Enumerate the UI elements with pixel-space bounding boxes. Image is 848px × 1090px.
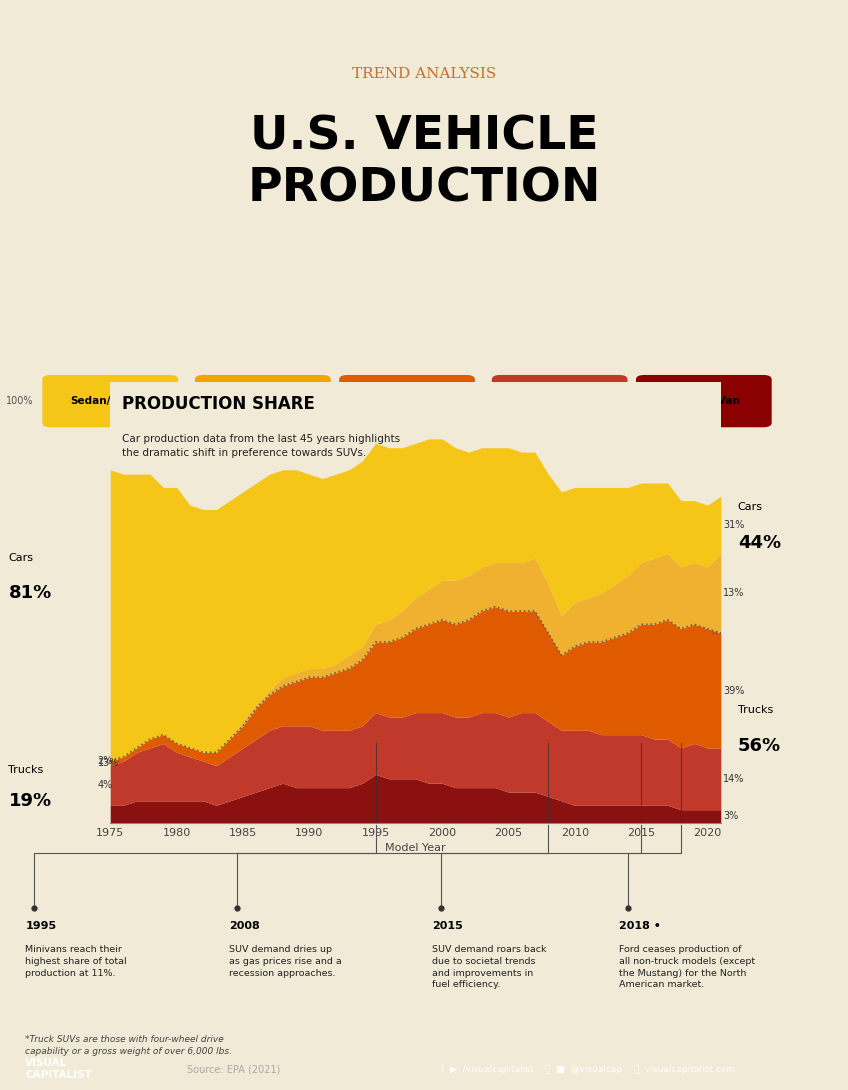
FancyBboxPatch shape <box>42 375 178 427</box>
Text: Trucks: Trucks <box>8 765 44 775</box>
Text: VISUAL
CAPITALIST: VISUAL CAPITALIST <box>25 1058 92 1080</box>
Text: 2015: 2015 <box>432 921 463 931</box>
Text: U.S. VEHICLE
PRODUCTION: U.S. VEHICLE PRODUCTION <box>248 116 600 211</box>
Text: 3%: 3% <box>723 811 739 822</box>
Text: Trucks: Trucks <box>738 705 773 715</box>
Text: Cars: Cars <box>8 553 33 564</box>
Text: SUV demand roars back
due to societal trends
and improvements in
fuel efficiency: SUV demand roars back due to societal tr… <box>432 945 547 990</box>
Text: Source: EPA (2021): Source: EPA (2021) <box>187 1064 280 1075</box>
Text: TREND ANALYSIS: TREND ANALYSIS <box>352 68 496 81</box>
Text: *Truck SUVs are those with four-wheel drive
capability or a gross weight of over: *Truck SUVs are those with four-wheel dr… <box>25 1036 232 1056</box>
Text: PRODUCTION SHARE: PRODUCTION SHARE <box>122 395 315 413</box>
Text: Ford ceases production of
all non-truck models (except
the Mustang) for the Nort: Ford ceases production of all non-truck … <box>619 945 756 990</box>
Text: SUV demand dries up
as gas prices rise and a
recession approaches.: SUV demand dries up as gas prices rise a… <box>229 945 342 978</box>
Text: 31%: 31% <box>723 520 745 530</box>
Text: Truck SUV*: Truck SUV* <box>375 396 439 407</box>
Text: 56%: 56% <box>738 737 781 754</box>
Text: Car production data from the last 45 years highlights
the dramatic shift in pref: Car production data from the last 45 yea… <box>122 435 400 459</box>
Text: 2%: 2% <box>98 756 113 766</box>
Text: Minivans reach their
highest share of total
production at 11%.: Minivans reach their highest share of to… <box>25 945 127 978</box>
Text: Sedan/Wagon: Sedan/Wagon <box>70 396 151 407</box>
Text: 81%: 81% <box>8 584 52 603</box>
Text: 2018 •: 2018 • <box>619 921 661 931</box>
Text: Minivan/Van: Minivan/Van <box>668 396 739 407</box>
Text: 4%: 4% <box>98 780 113 790</box>
Text: Car SUV: Car SUV <box>239 396 287 407</box>
X-axis label: Model Year: Model Year <box>385 844 446 853</box>
FancyBboxPatch shape <box>636 375 772 427</box>
Text: 44%: 44% <box>738 534 781 552</box>
FancyBboxPatch shape <box>339 375 475 427</box>
FancyBboxPatch shape <box>492 375 628 427</box>
Text: 100%: 100% <box>7 396 34 407</box>
Text: 13%: 13% <box>98 759 119 768</box>
Text: Pickup: Pickup <box>540 396 579 407</box>
Text: 19%: 19% <box>8 791 52 810</box>
Text: 1995: 1995 <box>25 921 57 931</box>
Text: 39%: 39% <box>723 686 745 695</box>
FancyBboxPatch shape <box>195 375 331 427</box>
Text: 13%: 13% <box>723 589 745 598</box>
Text: 2008: 2008 <box>229 921 259 931</box>
Text: 14%: 14% <box>723 774 745 784</box>
Text: f  ▶  /visualcapitalist    🐦  ■  @visualcap    📱  visualcapitalist.com: f ▶ /visualcapitalist 🐦 ■ @visualcap 📱 v… <box>441 1065 735 1074</box>
Text: Cars: Cars <box>738 502 762 512</box>
